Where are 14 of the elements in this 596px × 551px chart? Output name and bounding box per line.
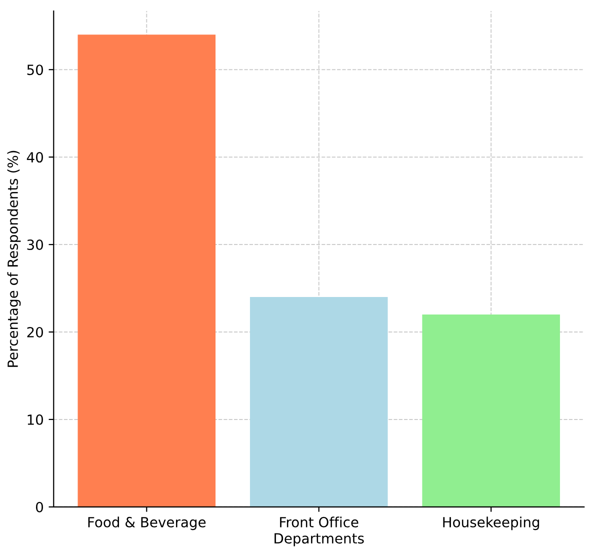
x-axis-title: Departments bbox=[274, 533, 364, 546]
bar bbox=[422, 314, 560, 507]
y-tick-label: 50 bbox=[27, 64, 43, 76]
y-tick-label: 10 bbox=[28, 414, 43, 425]
x-tick-label: Front Office bbox=[280, 516, 358, 528]
y-tick-label: 0 bbox=[36, 502, 43, 512]
y-tick-label: 30 bbox=[27, 240, 43, 250]
x-tick-label: Food & Beverage bbox=[88, 516, 206, 530]
bar bbox=[250, 297, 388, 507]
x-tick-label: Housekeeping bbox=[443, 516, 540, 530]
y-axis-title: Percentage of Respondents (%) bbox=[7, 150, 21, 367]
y-tick-label: 20 bbox=[27, 326, 43, 338]
bar bbox=[78, 34, 216, 507]
y-tick-label: 40 bbox=[26, 152, 43, 163]
